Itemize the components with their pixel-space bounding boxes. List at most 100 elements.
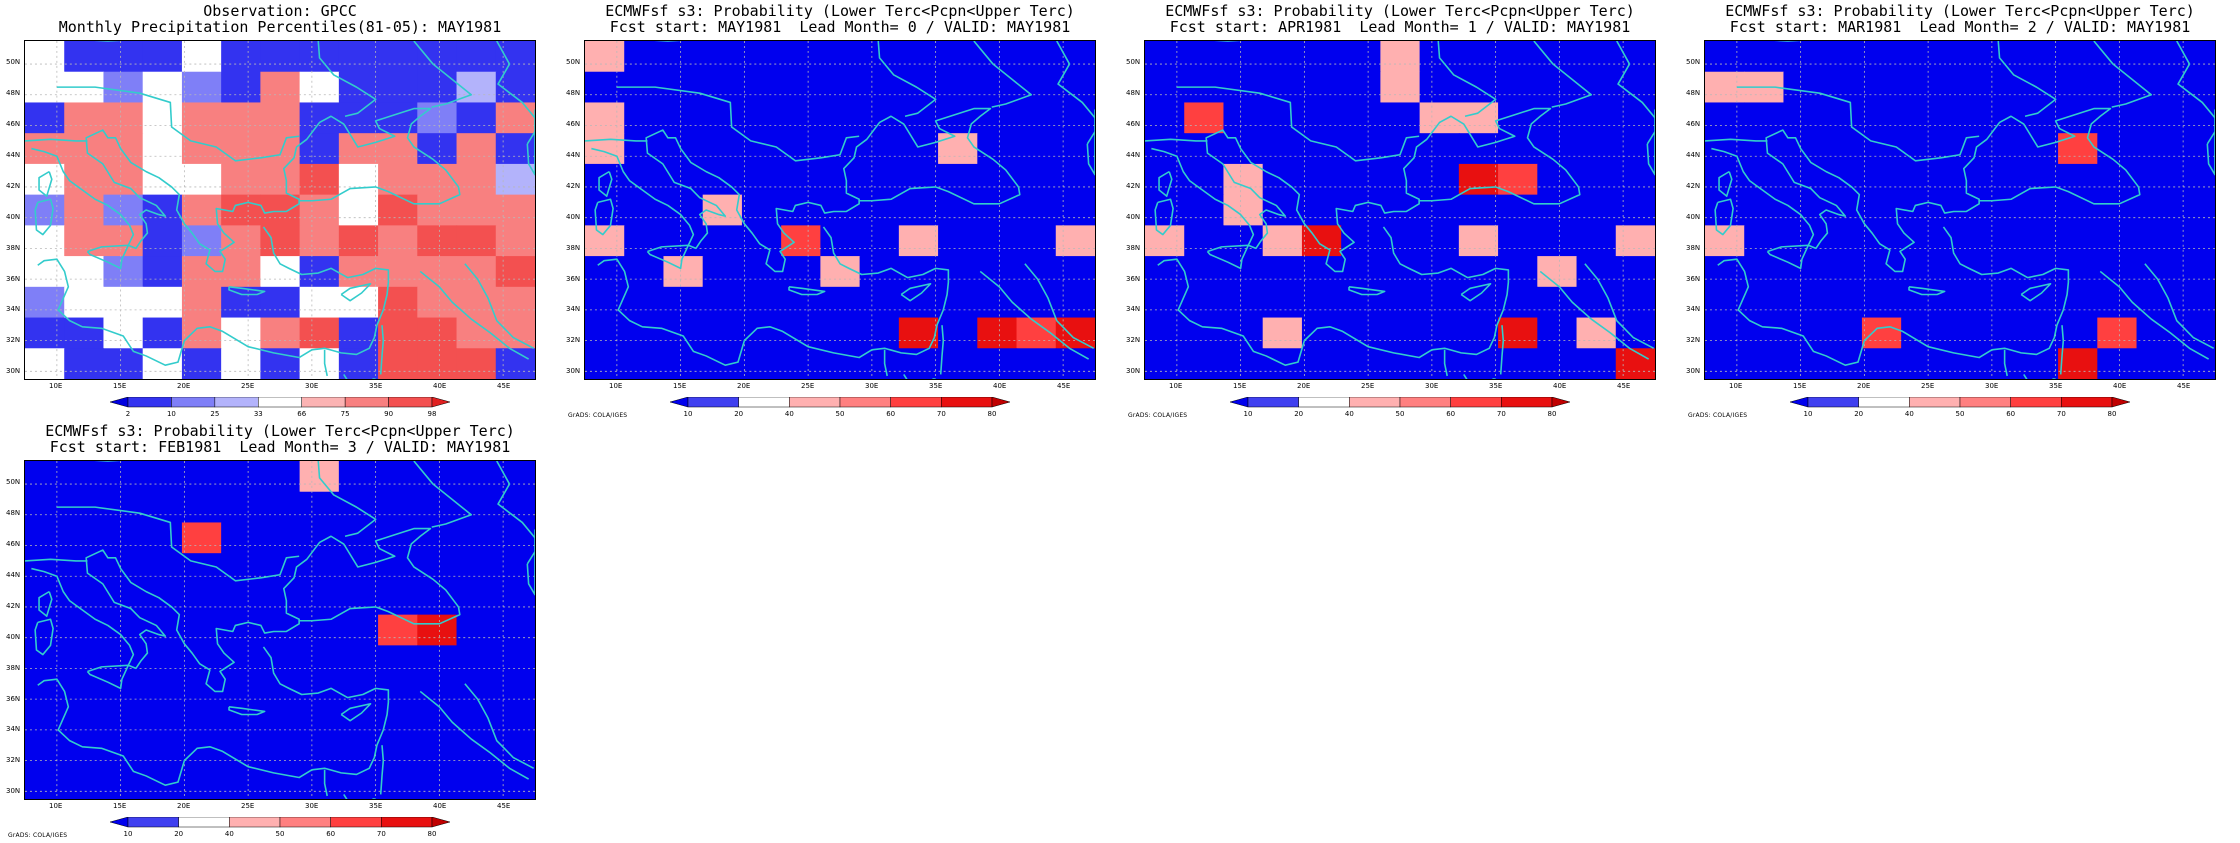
map-canvas [1705, 41, 2215, 379]
grid-cell [495, 194, 535, 226]
lat-label: 34N [6, 725, 21, 734]
lat-label: 44N [6, 570, 21, 579]
grid-cell [1184, 286, 1225, 319]
grid-cell [1458, 133, 1499, 165]
grid-cell [1055, 317, 1095, 349]
grid-cell [1016, 256, 1057, 288]
grid-cell [2175, 194, 2215, 226]
grid-cell [1576, 163, 1617, 196]
grid-cell [1822, 71, 1863, 104]
grid-cell [1262, 256, 1303, 288]
grid-cell [417, 225, 458, 257]
grid-cell [1223, 317, 1264, 349]
coastline [228, 286, 266, 296]
coastline [56, 86, 300, 162]
grid-cell [181, 71, 222, 104]
lon-label: 20E [737, 382, 751, 390]
lat-label: 34N [566, 305, 581, 314]
grid-cell [495, 461, 535, 493]
grid-cell [2018, 194, 2059, 226]
grid-cell [260, 163, 301, 196]
grid-cell [378, 645, 418, 677]
lat-label: 30N [1126, 367, 1141, 376]
grid-cell [299, 491, 340, 524]
grid-cell [103, 317, 144, 349]
grid-cell [1498, 133, 1538, 165]
grid-cell [781, 317, 821, 349]
grid-cell [624, 102, 665, 134]
grid-cell [624, 41, 665, 73]
grid-cell [260, 256, 301, 288]
grid-cell [338, 522, 379, 554]
grid-cell [1419, 317, 1460, 349]
coastline [419, 690, 530, 780]
grid-cell [378, 71, 418, 104]
coastline [1086, 109, 1095, 176]
coastline [413, 461, 473, 528]
grid-cell [64, 41, 105, 73]
grid-cell [938, 225, 978, 257]
lon-label: 35E [369, 382, 383, 390]
grid-cell [2136, 194, 2177, 226]
grid-cell [417, 553, 458, 585]
grid-cell [103, 256, 144, 288]
lon-label: 40E [433, 802, 447, 810]
coastline [323, 349, 328, 377]
grid-cell [103, 286, 144, 319]
grid-cell [977, 102, 1018, 134]
lat-label: 46N [566, 120, 581, 128]
grid-cell [624, 286, 665, 319]
grid-cell [103, 614, 144, 646]
grid-cell [2136, 41, 2177, 73]
grid-cell [1458, 194, 1499, 226]
grid-cell [338, 102, 379, 134]
grid-cell [1223, 225, 1264, 257]
colorbar-label: 10 [167, 410, 176, 418]
grid-cell [1341, 225, 1381, 257]
grid-cell [221, 41, 261, 73]
lat-label: 32N [566, 336, 581, 345]
grid-cell [417, 348, 458, 379]
grid-cell [1744, 41, 1785, 73]
coastline [31, 107, 461, 273]
grid-cell [1576, 133, 1617, 165]
coastline [464, 263, 535, 349]
grid-cell [1262, 286, 1303, 319]
lon-label: 15E [673, 382, 687, 390]
grid-cell [1301, 194, 1342, 226]
grid-cell [221, 491, 261, 524]
grid-cell [1458, 102, 1499, 134]
grid-cell [1822, 317, 1863, 349]
colorbar-label: 98 [428, 410, 437, 418]
precip-map [1704, 40, 2216, 380]
coastline [317, 41, 377, 118]
grid-cell [2097, 71, 2138, 104]
grid-cell [103, 102, 144, 134]
grid-cell [64, 645, 105, 677]
lat-label: 48N [566, 89, 581, 98]
panel-title-line1: ECMWFsf s3: Probability (Lower Terc<Pcpn… [605, 2, 1075, 20]
grid-cell [1705, 225, 1745, 257]
coastline [1443, 349, 1448, 377]
grid-cell [1223, 194, 1264, 226]
coastline [1437, 41, 1497, 118]
lat-label: 42N [6, 181, 21, 190]
grid-cell [2175, 348, 2215, 379]
grid-cell [221, 645, 261, 677]
colorbar-label: 25 [210, 410, 219, 418]
grid-cell [898, 225, 939, 257]
grid-cell [2018, 133, 2059, 165]
grid-cell [2175, 102, 2215, 134]
colorbar-swatch [1959, 396, 2011, 408]
grads-credit: GrADS: COLA/IGES [1128, 412, 1188, 419]
grid-cell [378, 676, 418, 708]
grid-cell [1940, 317, 1981, 349]
grid-cell [495, 522, 535, 554]
grid-cell [181, 348, 222, 379]
grid-cell [1184, 163, 1225, 196]
lon-label: 20E [1297, 382, 1311, 390]
grid-cell [624, 163, 665, 196]
grid-cell [299, 614, 340, 646]
grid-cell [1537, 225, 1578, 257]
grid-cell [456, 256, 497, 288]
